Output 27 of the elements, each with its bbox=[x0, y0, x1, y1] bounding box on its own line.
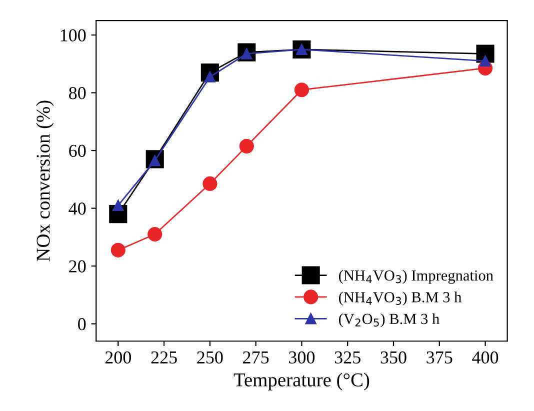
point bbox=[112, 200, 124, 211]
x-tick-label: 225 bbox=[151, 351, 177, 364]
x-axis-title: Temperature (°C) bbox=[234, 372, 370, 390]
point bbox=[148, 226, 162, 242]
point bbox=[110, 242, 126, 258]
y-axis-title: NOx conversion (%) bbox=[36, 100, 54, 262]
point bbox=[239, 138, 254, 154]
x-tick-label: 400 bbox=[472, 351, 498, 364]
y-tick-label: 20 bbox=[69, 260, 86, 272]
legend-label: (NH$_{4}$VO$_{3}$) B.M 3 h bbox=[339, 292, 462, 306]
x-tick-label: 275 bbox=[243, 351, 269, 364]
y-tick-label: 100 bbox=[60, 29, 86, 42]
legend-label: (V$_{2}$O$_{5}$) B.M 3 h bbox=[339, 313, 440, 328]
x-tick-label: 375 bbox=[426, 351, 452, 364]
x-tick-label: 300 bbox=[289, 351, 315, 364]
x-tick-label: 250 bbox=[197, 351, 223, 364]
x-tick-label: 350 bbox=[380, 351, 406, 364]
y-tick-label: 80 bbox=[69, 87, 86, 100]
point bbox=[294, 82, 309, 98]
x-tick-label: 200 bbox=[105, 351, 131, 364]
y-tick-label: 0 bbox=[78, 318, 86, 330]
legend-label: (NH$_{4}$VO$_{3}$) Impregnation bbox=[339, 270, 494, 284]
point bbox=[480, 55, 491, 67]
x-tick-label: 325 bbox=[334, 351, 360, 364]
point bbox=[202, 176, 218, 192]
y-tick-label: 60 bbox=[69, 144, 86, 157]
y-tick-label: 40 bbox=[68, 202, 86, 215]
